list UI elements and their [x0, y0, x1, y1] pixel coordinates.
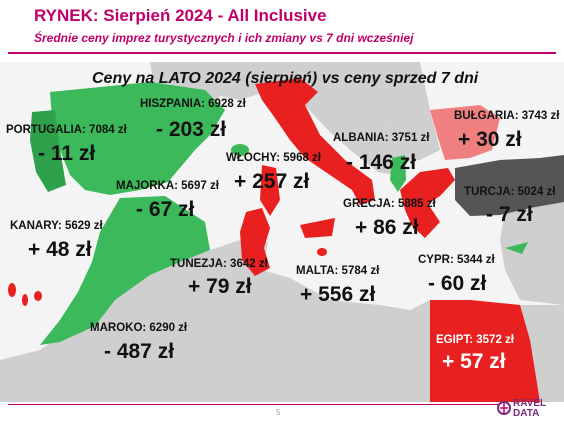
country-morocco [40, 196, 210, 345]
change-tunezja: + 79 zł [188, 275, 252, 298]
change-portugalia: - 11 zł [38, 142, 96, 165]
country-turkey [455, 155, 564, 216]
country-bulgaria [430, 105, 500, 160]
logo-icon [497, 401, 511, 415]
label-tunezja: TUNEZJA: 3642 zł [170, 258, 268, 270]
change-egipt: + 57 zł [442, 350, 506, 373]
country-greece [400, 168, 455, 238]
island-cyprus [505, 242, 528, 254]
island-sicily [300, 218, 335, 238]
change-grecja: + 86 zł [355, 216, 419, 239]
country-egypt [430, 300, 540, 402]
island-majorka [231, 144, 249, 156]
label-albania: ALBANIA: 3751 zł [333, 132, 430, 144]
island-kanary-3 [34, 291, 42, 301]
island-kanary-1 [8, 283, 16, 297]
island-malta [317, 248, 327, 256]
travel-data-logo: RAVEL DATA [497, 397, 559, 421]
label-egipt: EGIPT: 3572 zł [436, 334, 514, 346]
change-albania: - 146 zł [346, 151, 417, 174]
label-bulgaria: BUŁGARIA: 3743 zł [454, 110, 560, 122]
logo-text-line2: DATA [513, 408, 540, 419]
map-heading: Ceny na LATO 2024 (sierpień) vs ceny spr… [92, 70, 479, 87]
label-hiszpania: HISZPANIA: 6928 zł [140, 98, 246, 110]
logo-text-line1: RAVEL [513, 398, 547, 409]
country-spain [50, 82, 225, 195]
map-shapes [0, 62, 564, 402]
label-portugalia: PORTUGALIA: 7084 zł [6, 124, 127, 136]
country-albania [390, 155, 406, 192]
label-turcja: TURCJA: 5024 zł [464, 186, 556, 198]
page-number: 5 [276, 408, 281, 417]
change-kanary: + 48 zł [28, 238, 92, 261]
label-majorka: MAJORKA: 5697 zł [116, 180, 219, 192]
label-wlochy: WŁOCHY: 5968 zł [226, 152, 321, 164]
page-title: RYNEK: Sierpień 2024 - All Inclusive [34, 6, 327, 25]
land-middle-east [500, 200, 564, 305]
island-kanary-2 [22, 294, 28, 306]
land-europe [150, 62, 430, 135]
country-tunisia [240, 208, 270, 276]
label-cypr: CYPR: 5344 zł [418, 254, 495, 266]
change-turcja: - 7 zł [486, 203, 533, 226]
change-maroko: - 487 zł [104, 340, 175, 363]
change-malta: + 556 zł [300, 283, 376, 306]
header-divider [8, 52, 556, 54]
mediterranean-map [0, 62, 564, 402]
label-maroko: MAROKO: 6290 zł [90, 322, 188, 334]
island-sardinia [260, 165, 280, 216]
change-cypr: - 60 zł [428, 272, 487, 295]
page-subtitle: Średnie ceny imprez turystycznych i ich … [34, 31, 414, 45]
change-hiszpania: - 203 zł [156, 118, 227, 141]
country-italy [255, 78, 375, 205]
label-kanary: KANARY: 5629 zł [10, 220, 103, 232]
footer-divider [8, 404, 498, 405]
country-portugal [30, 110, 66, 192]
land-balkans [330, 110, 440, 175]
label-grecja: GRECJA: 5885 zł [343, 198, 436, 210]
change-majorka: - 67 zł [136, 198, 195, 221]
change-wlochy: + 257 zł [234, 170, 310, 193]
change-bulgaria: + 30 zł [458, 128, 522, 151]
label-malta: MALTA: 5784 zł [296, 265, 380, 277]
